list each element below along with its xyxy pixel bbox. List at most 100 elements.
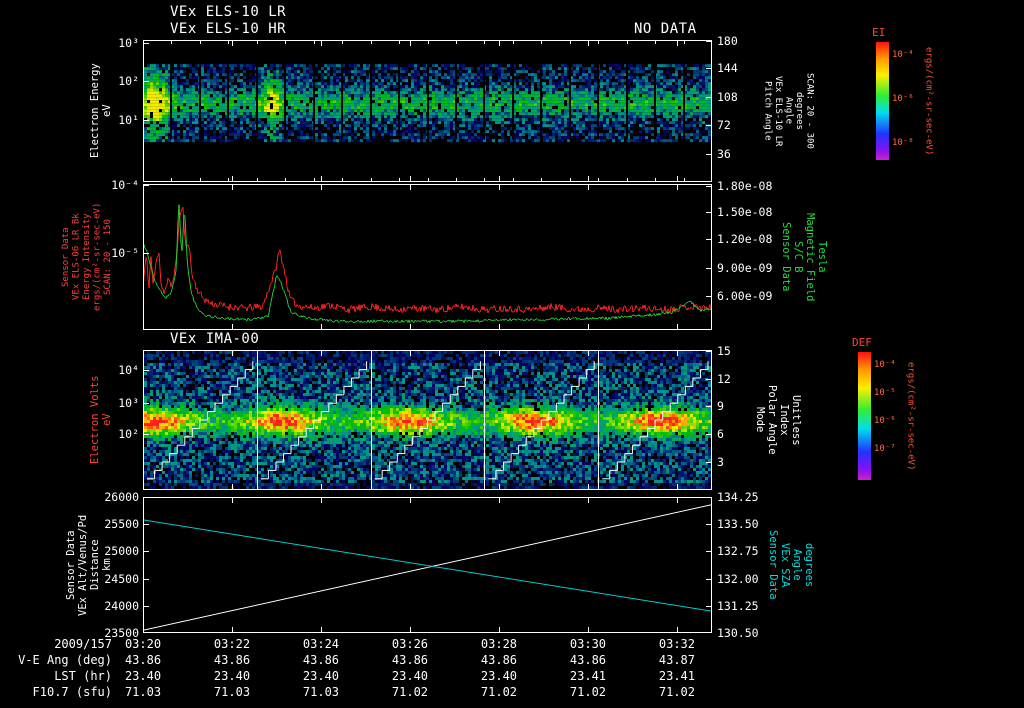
y-axis-title-right: Pitch Angle VEx ELS-10 LR Angle degrees SCAN… — [762, 40, 815, 182]
footer-value: 43.87 — [658, 653, 695, 667]
footer-value: 71.03 — [213, 685, 251, 699]
y-tick-label: 72 — [717, 118, 731, 133]
y-tick-label: 10⁴ — [118, 362, 139, 377]
y-tick-label: 10⁻⁴ — [111, 178, 139, 193]
y-tick-label: 15 — [717, 344, 731, 359]
footer-value: 03:28 — [480, 637, 518, 651]
axis-title-line: S/C B — [792, 241, 804, 273]
no-data-label: NO DATA — [634, 21, 697, 37]
y-tick-label: 25000 — [104, 544, 139, 559]
y-tick-label: 144 — [717, 61, 738, 76]
y-tick-label: 3 — [717, 455, 724, 469]
y-tick-label: 10³ — [118, 35, 139, 50]
footer-value: 71.02 — [480, 685, 518, 699]
ima-spectrogram-canvas — [143, 350, 712, 490]
colorbar-units-line: ergs/(cm²-sr-sec-eV) — [905, 361, 916, 471]
axis-title-line: SCAN: 20 - 300 — [804, 73, 815, 149]
altitude-sza-canvas — [143, 497, 712, 633]
axis-title-line: Mode — [754, 407, 766, 433]
y-tick-label: 10¹ — [118, 112, 139, 127]
axis-title-line: VEx SZA — [779, 542, 791, 588]
y-axis-title-left: Sensor Data VEx ELS-06 LR Bk Energy Intens… — [61, 184, 114, 330]
axis-title-line: Electron Volts — [89, 375, 101, 465]
axis-title-line: Distance — [89, 539, 101, 591]
els-intensity-bfield-canvas — [143, 184, 712, 330]
footer-value: 71.02 — [569, 685, 607, 699]
axis-title-line: eV — [101, 413, 113, 427]
axis-title-line: Sensor Data — [65, 530, 77, 600]
axis-title-line: VEx Alt/Venus/Pd — [77, 514, 89, 616]
y-tick-label: 24500 — [104, 571, 139, 586]
colorbar-tick-label: 10⁻⁶ — [892, 93, 914, 104]
colorbar-ei-title: EI — [872, 26, 886, 39]
y-tick-label: 10² — [118, 74, 139, 89]
axis-title-line: Angle — [791, 549, 803, 581]
footer-row-label: LST (hr) — [54, 669, 112, 683]
y-tick-label: 130.50 — [717, 626, 759, 640]
colorbar-tick-label: 10⁻⁷ — [874, 444, 896, 455]
axis-title-line: degrees — [794, 92, 804, 130]
footer-value: 03:22 — [213, 637, 251, 651]
colorbar-ei — [876, 42, 889, 160]
panel-title-els-lr: VEx ELS-10 LR — [170, 4, 287, 20]
y-tick-label: 10³ — [118, 396, 139, 411]
footer-value: 23.41 — [569, 669, 607, 683]
axis-title-line: Sensor Data — [60, 227, 71, 287]
footer-value: 43.86 — [302, 653, 340, 667]
colorbar-units: ergs/(cm²-sr-sec-eV) — [923, 42, 934, 160]
y-tick-label: 132.00 — [717, 571, 759, 586]
footer-value: 23.40 — [302, 669, 340, 683]
y-tick-label: 12 — [717, 372, 731, 387]
y-tick-label: 36 — [717, 146, 731, 161]
y-tick-label: 6.00e-09 — [717, 288, 773, 303]
footer-value: 03:30 — [569, 637, 607, 651]
axis-title-line: Tesla — [816, 241, 828, 273]
footer-row-label: F10.7 (sfu) — [32, 685, 112, 699]
colorbar-tick-label: 10⁻⁶ — [874, 416, 896, 427]
panel-title-ima: VEx IMA-00 — [170, 331, 260, 347]
panel-title-els-hr: VEx ELS-10 HR — [170, 21, 287, 37]
y-tick-label: 9 — [717, 399, 724, 413]
footer-value: 03:20 — [124, 637, 162, 651]
y-axis-title-right: Mode Polar Angle Index Unitless — [754, 350, 802, 490]
footer-value: 71.03 — [124, 685, 162, 699]
axis-title-line: ergs/(cm²-sr-sec-eV) — [92, 202, 102, 312]
axis-title-line: degrees — [803, 542, 815, 588]
axis-title-line: SCAN: 20 - 150 — [102, 219, 113, 295]
axis-title-line: Sensor Data — [780, 222, 792, 292]
y-tick-label: 10² — [118, 427, 139, 441]
y-axis-title-right: Sensor Data VEx SZA Angle degrees — [767, 497, 815, 633]
footer-row-label: 2009/157 — [54, 637, 112, 651]
axis-title-line: km — [101, 558, 113, 572]
axis-title-line: Energy Intensity — [81, 213, 92, 301]
footer-value: 23.40 — [480, 669, 518, 683]
y-tick-label: 9.00e-09 — [717, 260, 773, 275]
axis-title-line: Pitch Angle — [762, 81, 773, 141]
footer-value: 71.02 — [391, 685, 429, 699]
axis-title-line: VEx ELS-06 LR Bk — [71, 213, 81, 301]
axis-title-line: Electron Energy — [89, 63, 101, 159]
els-pitch-spectrogram-canvas — [143, 40, 712, 182]
axis-title-line: Unitless — [790, 394, 802, 446]
footer-value: 23.40 — [391, 669, 429, 683]
footer-value: 71.03 — [302, 685, 340, 699]
colorbar-tick-label: 10⁻⁸ — [892, 138, 914, 149]
y-tick-label: 1.80e-08 — [717, 179, 773, 194]
y-tick-label: 25500 — [104, 517, 139, 532]
axis-title-line: Magnetic Field — [804, 212, 816, 302]
footer-value: 23.41 — [658, 669, 695, 683]
colorbar-def-title: DEF — [852, 336, 872, 349]
colorbar-def — [858, 352, 871, 480]
axis-title-line: Polar Angle — [766, 385, 778, 455]
footer-value: 03:26 — [391, 637, 429, 651]
axis-title-line: VEx ELS-10 LR — [773, 75, 783, 147]
y-tick-label: 10⁻⁵ — [111, 245, 139, 260]
colorbar-units: ergs/(cm²-sr-sec-eV) — [905, 352, 916, 480]
y-tick-label: 132.75 — [717, 544, 759, 559]
y-tick-label: 133.50 — [717, 517, 759, 532]
y-tick-label: 26000 — [104, 490, 139, 504]
y-tick-label: 1.50e-08 — [717, 204, 773, 219]
footer-value: 43.86 — [480, 653, 518, 667]
y-axis-title-left: Electron Volts eV — [89, 350, 113, 490]
y-tick-label: 134.25 — [717, 490, 759, 504]
